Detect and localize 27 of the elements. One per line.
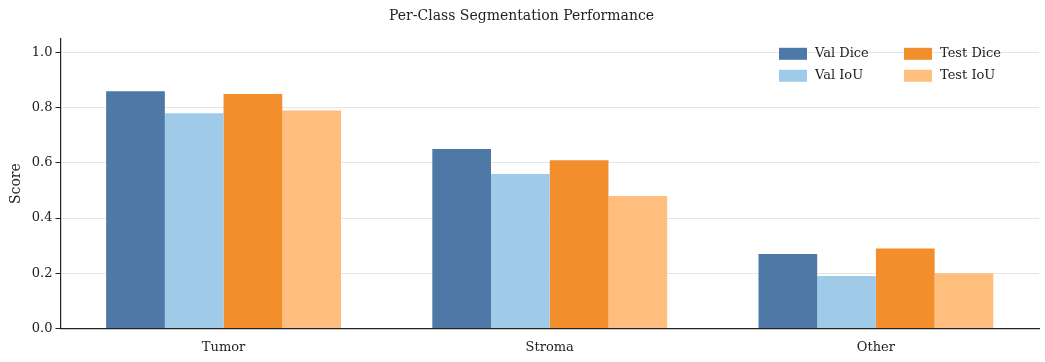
x-tick-label: Tumor: [201, 338, 247, 354]
y-tick-label: 0.0: [31, 319, 53, 335]
legend-label: Test IoU: [940, 67, 996, 83]
bar: [608, 196, 668, 328]
x-tick-label: Other: [856, 338, 896, 354]
bar: [758, 253, 818, 328]
legend-label: Val IoU: [814, 67, 864, 83]
bar: [491, 173, 550, 328]
chart-title: Per-Class Segmentation Performance: [388, 7, 655, 24]
bar: [432, 149, 492, 328]
y-tick-label: 0.6: [31, 154, 53, 170]
y-tick-label: 0.4: [31, 209, 53, 225]
y-tick-label: 1.0: [31, 43, 53, 59]
bar: [875, 248, 935, 328]
bar: [282, 110, 341, 328]
y-tick-label: 0.8: [31, 99, 53, 115]
y-tick-label: 0.2: [31, 264, 53, 280]
legend-label: Test Dice: [940, 45, 1002, 61]
bar: [106, 91, 165, 328]
x-tick-label: Stroma: [525, 338, 575, 354]
y-axis-title: Score: [7, 163, 24, 205]
bar: [164, 113, 224, 328]
bar: [549, 160, 609, 328]
bar: [934, 273, 994, 328]
bar: [817, 276, 876, 328]
legend-label: Val Dice: [814, 45, 870, 61]
bar: [223, 93, 283, 328]
